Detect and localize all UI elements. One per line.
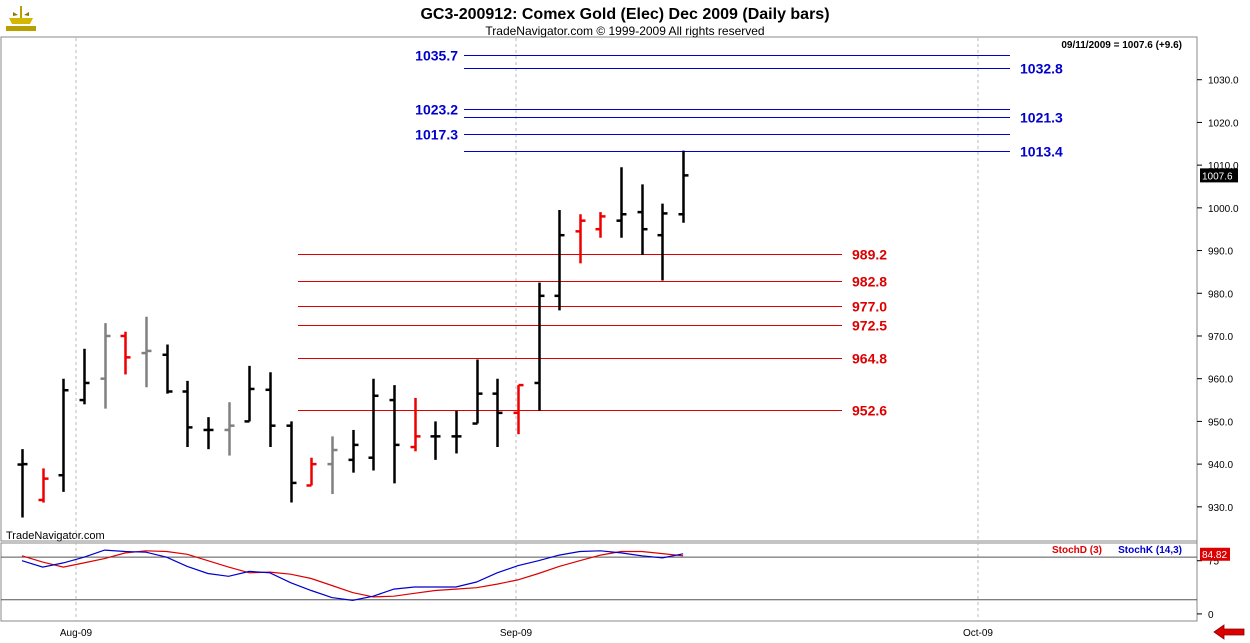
ohlc-bar: [451, 410, 462, 454]
support-label: 952.6: [852, 403, 887, 419]
ohlc-bar: [224, 402, 235, 456]
chart-subtitle: TradeNavigator.com © 1999-2009 All right…: [485, 24, 764, 38]
y-tick-label: 1030.0: [1208, 76, 1239, 87]
ohlc-bar: [534, 282, 545, 411]
ohlc-bar: [554, 209, 565, 311]
last-value-tag: 1007.6: [1200, 168, 1238, 183]
ohlc-bar: [286, 421, 297, 503]
ohlc-bar: [203, 417, 214, 450]
ohlc-bar: [410, 397, 421, 452]
resistance-label: 1013.4: [1020, 144, 1063, 160]
stoch-k-line: [21, 549, 684, 602]
y-tick-label: 940.0: [1208, 460, 1233, 471]
ohlc-bar: [513, 383, 524, 435]
ohlc-bar: [244, 365, 255, 423]
ohlc-bar: [327, 436, 338, 495]
y-tick-label: 980.0: [1208, 289, 1233, 300]
y-tick-label: 970.0: [1208, 332, 1233, 343]
credit-label: TradeNavigator.com: [6, 530, 105, 542]
y-tick-label: 930.0: [1208, 503, 1233, 514]
resistance-label: 1017.3: [415, 127, 458, 143]
ohlc-bar: [492, 378, 503, 448]
ohlc-bar: [58, 378, 69, 492]
ohlc-bar: [430, 421, 441, 460]
y-tick-label: 1000.0: [1208, 204, 1239, 215]
price-panel: [0, 36, 1198, 542]
support-label: 964.8: [852, 351, 887, 367]
ohlc-bar: [389, 385, 400, 484]
ohlc-bar: [595, 212, 606, 238]
stoch-k-legend: StochK (14,3): [1118, 545, 1182, 556]
y-tick-label: 950.0: [1208, 417, 1233, 428]
support-label: 982.8: [852, 274, 887, 290]
x-tick-label: Oct-09: [963, 628, 993, 639]
stoch-value-label: 84.82: [1202, 550, 1227, 561]
ohlc-bar: [79, 348, 90, 405]
ohlc-bar: [17, 449, 28, 518]
x-tick-label: Aug-09: [60, 628, 93, 639]
support-label: 972.5: [852, 318, 887, 334]
chart-title: GC3-200912: Comex Gold (Elec) Dec 2009 (…: [420, 6, 829, 23]
resistance-label: 1032.8: [1020, 61, 1063, 77]
ohlc-bar: [678, 150, 689, 223]
y-tick-label: 1020.0: [1208, 118, 1239, 129]
last-value-label: 1007.6: [1202, 171, 1233, 182]
ohlc-bar: [306, 457, 317, 487]
quote-readout: 09/11/2009 = 1007.6 (+9.6): [1061, 40, 1182, 51]
resistance-label: 1021.3: [1020, 110, 1063, 126]
stoch-panel: [0, 542, 1198, 622]
ohlc-bar: [348, 429, 359, 473]
ohlc-bar: [182, 380, 193, 448]
ohlc-bar: [265, 372, 276, 448]
x-tick-label: Sep-09: [500, 628, 533, 639]
y-tick-label: 960.0: [1208, 375, 1233, 386]
ohlc-bar: [472, 359, 483, 425]
stoch-value-tag: 84.82: [1200, 547, 1230, 561]
y-tick-label: 990.0: [1208, 247, 1233, 258]
stoch-y-tick-label: 0: [1208, 610, 1214, 621]
ohlc-bar: [162, 344, 173, 394]
ohlc-bar: [120, 331, 131, 375]
ohlc-bar: [38, 468, 49, 503]
resistance-label: 1035.7: [415, 48, 458, 64]
resistance-label: 1023.2: [415, 102, 458, 118]
y-tick-label: 1010.0: [1208, 161, 1239, 172]
ohlc-bar: [100, 323, 111, 409]
stoch-d-legend: StochD (3): [1052, 545, 1102, 556]
ohlc-bar: [657, 203, 668, 281]
tradenavigator-logo: [6, 6, 36, 31]
support-label: 977.0: [852, 299, 887, 315]
scroll-left-arrow-icon[interactable]: [1212, 624, 1246, 640]
ohlc-bar: [616, 167, 627, 238]
ohlc-bar: [141, 316, 152, 388]
ohlc-bar: [637, 184, 648, 255]
ohlc-bar: [575, 214, 586, 264]
ohlc-bar: [368, 378, 379, 471]
support-label: 989.2: [852, 247, 887, 263]
stoch-y-tick-label: 75: [1208, 557, 1220, 568]
